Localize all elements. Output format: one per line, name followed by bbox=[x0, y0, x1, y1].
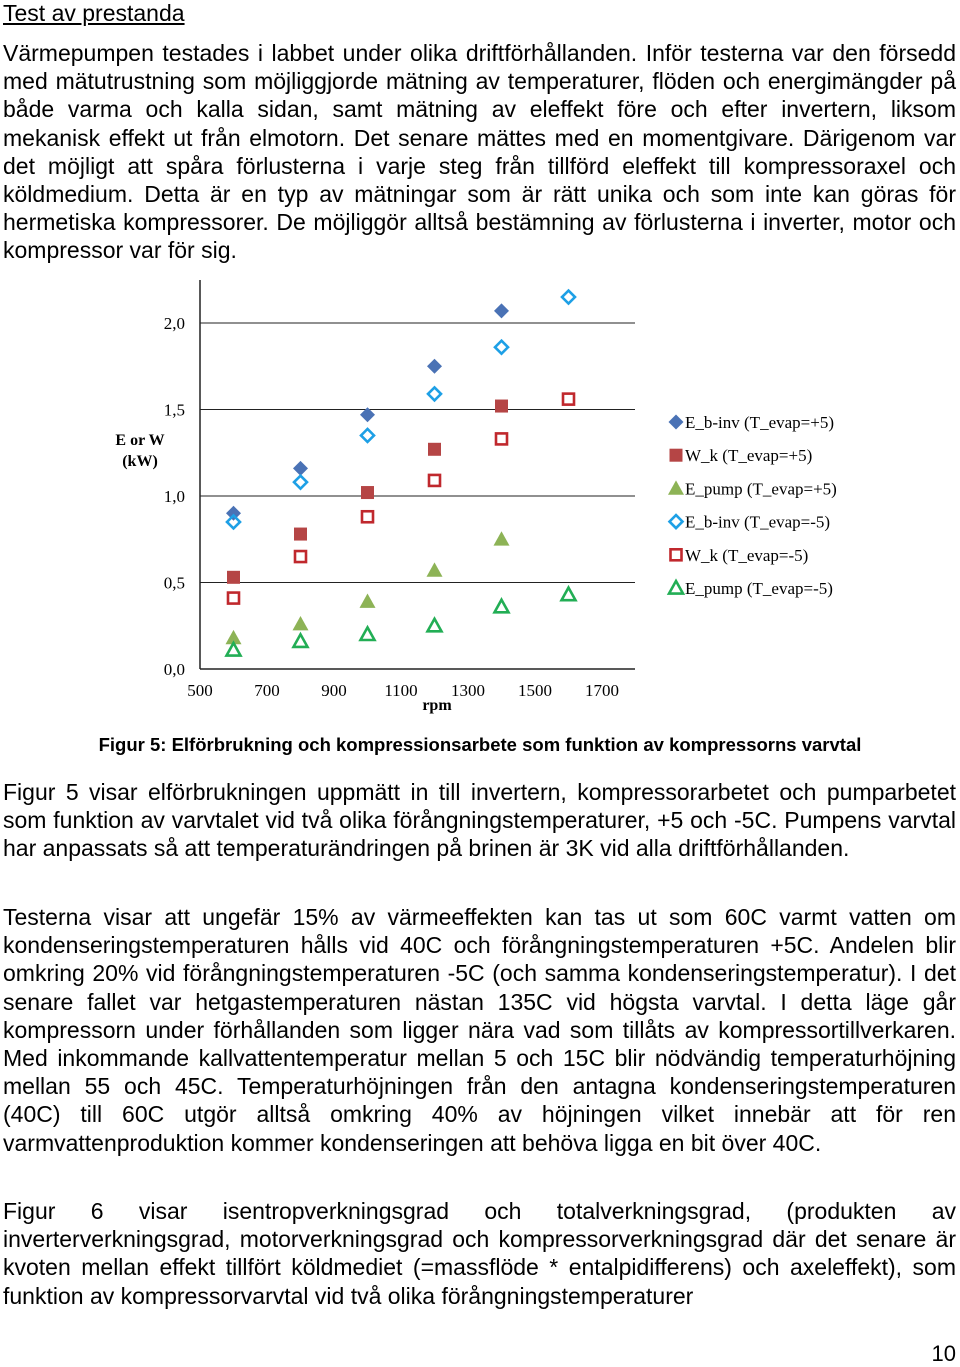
data-point bbox=[361, 486, 374, 500]
data-point bbox=[492, 597, 511, 614]
data-point bbox=[294, 527, 307, 541]
figure-5-chart: 0,0 0,5 1,0 1,5 2,0 500 700 900 1100 1300 1500 1700… bbox=[115, 280, 837, 714]
legend-entry-label: E_b-inv (T_evap=-5) bbox=[685, 513, 830, 532]
x-tick-label: 1300 bbox=[451, 681, 485, 700]
legend-marker bbox=[669, 547, 683, 562]
data-point bbox=[359, 593, 376, 608]
data-point bbox=[360, 509, 375, 524]
data-point bbox=[426, 385, 443, 403]
data-point bbox=[225, 513, 242, 531]
chart-tick-labels: 0,0 0,5 1,0 1,5 2,0 500 700 900 1100 1300 1500 1700 bbox=[164, 314, 619, 700]
legend-marker bbox=[669, 448, 683, 462]
x-tick-label: 700 bbox=[254, 681, 280, 700]
chart-axes bbox=[199, 280, 635, 670]
data-point bbox=[225, 629, 242, 645]
paragraph-figure-6: Figur 6 visar isentropverkningsgrad och … bbox=[3, 1198, 956, 1309]
x-tick-label: 1100 bbox=[384, 681, 417, 700]
data-point bbox=[493, 338, 510, 356]
data-point bbox=[427, 473, 442, 488]
legend-marker bbox=[666, 578, 686, 595]
y-tick-label: 1,5 bbox=[164, 401, 185, 420]
legend-marker bbox=[667, 513, 685, 530]
data-point bbox=[293, 460, 308, 476]
data-point bbox=[427, 358, 442, 374]
data-point bbox=[359, 427, 376, 444]
data-point bbox=[358, 624, 377, 642]
legend-entry-label: E_pump (T_evap=-5) bbox=[685, 579, 833, 598]
legend-entry-label: E_b-inv (T_evap=+5) bbox=[685, 413, 834, 432]
x-axis-label: rpm bbox=[422, 697, 452, 714]
x-tick-label: 1500 bbox=[518, 681, 552, 700]
x-tick-label: 900 bbox=[321, 681, 347, 700]
data-point bbox=[292, 473, 309, 491]
data-point bbox=[493, 531, 510, 546]
legend-marker bbox=[668, 414, 684, 430]
paragraph-figure-description: Figur 5 visar elförbrukningen uppmätt in… bbox=[3, 779, 956, 862]
paragraph-intro: Värmepumpen testades i labbet under olik… bbox=[3, 40, 956, 264]
data-point bbox=[561, 392, 576, 406]
data-point bbox=[291, 631, 310, 649]
x-tick-label: 1700 bbox=[585, 681, 619, 700]
data-point bbox=[426, 562, 443, 577]
chart-legend: E_b-inv (T_evap=+5) W_k (T_evap=+5) E_pump… bbox=[666, 413, 837, 598]
paragraph-results: Testerna visar att ungefär 15% av värmee… bbox=[3, 904, 956, 1156]
legend-marker bbox=[668, 480, 684, 495]
data-point bbox=[559, 584, 578, 602]
data-point bbox=[227, 570, 240, 584]
y-tick-label: 0,0 bbox=[164, 660, 185, 679]
legend-entry-label: W_k (T_evap=-5) bbox=[685, 546, 808, 565]
chart-gridlines bbox=[200, 322, 635, 583]
section-heading: Test av prestanda bbox=[3, 0, 185, 26]
figure-caption: Figur 5: Elförbrukning och kompressionsa… bbox=[98, 734, 862, 755]
data-point bbox=[224, 640, 243, 657]
chart-data-points bbox=[224, 288, 578, 657]
data-point bbox=[494, 432, 509, 446]
y-tick-label: 2,0 bbox=[164, 314, 185, 333]
legend-entry-label: W_k (T_evap=+5) bbox=[685, 446, 812, 465]
data-point bbox=[226, 505, 241, 521]
data-point bbox=[226, 591, 241, 605]
y-tick-label: 0,5 bbox=[164, 574, 185, 593]
legend-entry-label: E_pump (T_evap=+5) bbox=[685, 479, 837, 498]
data-point bbox=[495, 399, 508, 413]
data-point bbox=[293, 549, 308, 564]
y-axis-unit: (kW) bbox=[122, 453, 158, 470]
page-number: 10 bbox=[931, 1341, 956, 1366]
y-axis-label: E or W bbox=[115, 432, 164, 449]
data-point bbox=[292, 616, 309, 631]
data-point bbox=[560, 288, 577, 306]
data-point bbox=[428, 442, 441, 456]
data-point bbox=[360, 407, 375, 423]
data-point bbox=[494, 303, 509, 319]
x-tick-label: 500 bbox=[187, 681, 213, 700]
data-point bbox=[425, 616, 444, 633]
y-tick-label: 1,0 bbox=[164, 487, 185, 506]
